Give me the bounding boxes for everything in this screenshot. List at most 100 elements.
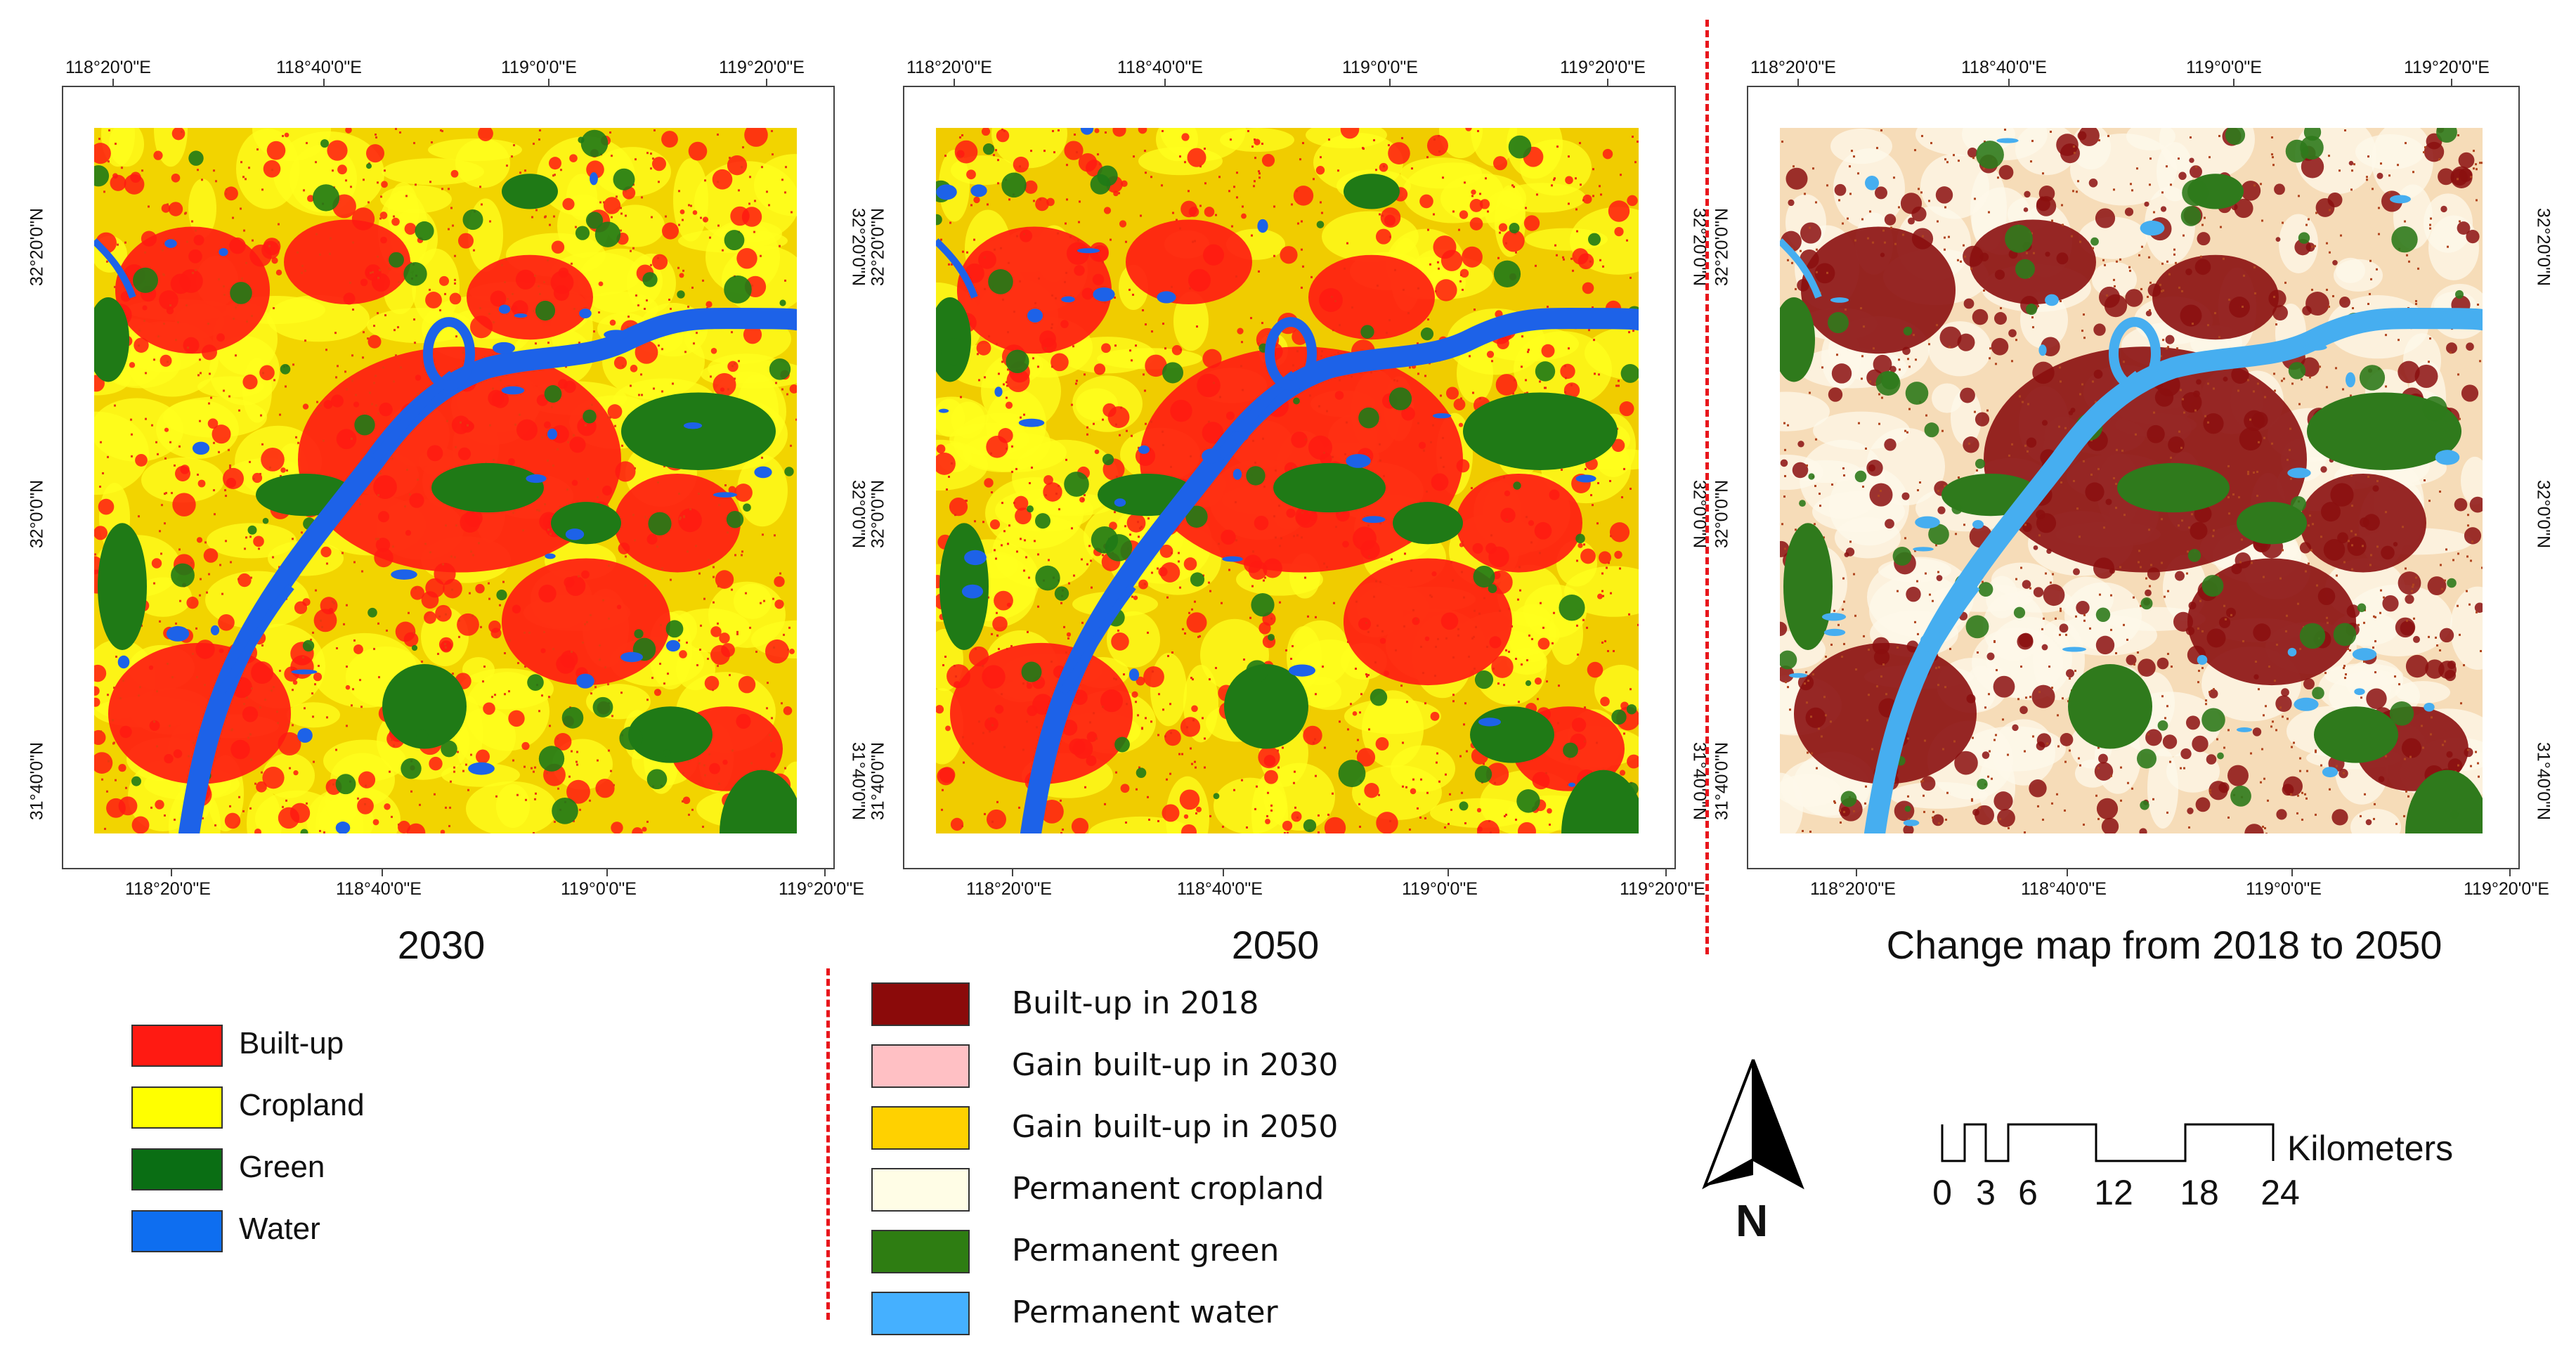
coord-left-2050-1: 32°0'0"N <box>868 479 888 549</box>
map-image-2030 <box>94 128 797 833</box>
tick-top-2030-3 <box>766 79 767 86</box>
tick-bottom-2030-0 <box>171 869 172 876</box>
map-caption-2050: 2050 <box>1231 923 1320 967</box>
tick-top-change-2018-2050-2 <box>2233 79 2235 86</box>
north-arrow: N <box>1700 1054 1806 1251</box>
coord-right-change-2018-2050-1: 32°0'0"N <box>2533 479 2554 549</box>
coord-right-change-2018-2050-2: 31°40'0"N <box>2533 741 2554 821</box>
coord-bottom-change-2018-2050-2: 119°0'0"E <box>2246 879 2322 899</box>
legend-swatch-built-up-2018 <box>871 982 970 1026</box>
tick-top-2050-2 <box>1389 79 1391 86</box>
separator-legend <box>826 968 830 1320</box>
tick-top-2030-0 <box>112 79 114 86</box>
tick-top-2050-1 <box>1164 79 1166 86</box>
coord-top-2050-1: 118°40'0"E <box>1117 58 1203 77</box>
coord-left-2030-0: 32°20'0"N <box>27 207 47 287</box>
legend-swatch-water <box>131 1210 223 1252</box>
coord-bottom-2050-2: 119°0'0"E <box>1402 879 1478 899</box>
legend-swatch-built-up <box>131 1025 223 1067</box>
scale-unit-label: Kilometers <box>2287 1129 2454 1168</box>
scale-tick-0: 0 <box>1932 1173 1952 1212</box>
coord-top-change-2018-2050-2: 119°0'0"E <box>2186 58 2262 77</box>
tick-bottom-2050-0 <box>1012 869 1013 876</box>
legend-swatch-permanent-green <box>871 1230 970 1273</box>
map-caption-2030: 2030 <box>397 923 486 967</box>
tick-bottom-2030-2 <box>606 869 608 876</box>
scale-tick-6: 6 <box>2018 1173 2038 1212</box>
map-image-change-2018-2050 <box>1780 128 2483 833</box>
scale-bar-graphic <box>1941 1123 2275 1162</box>
tick-top-2050-3 <box>1607 79 1608 86</box>
coord-top-change-2018-2050-1: 118°40'0"E <box>1961 58 2047 77</box>
coord-left-2030-2: 31°40'0"N <box>27 741 47 821</box>
legend-label-green: Green <box>239 1150 325 1184</box>
coord-bottom-2030-0: 118°20'0"E <box>125 879 211 899</box>
tick-bottom-2030-3 <box>824 869 826 876</box>
tick-top-2030-2 <box>548 79 549 86</box>
coord-right-2030-1: 32°0'0"N <box>848 479 869 549</box>
coord-top-change-2018-2050-0: 118°20'0"E <box>1750 58 1836 77</box>
coord-top-2030-2: 119°0'0"E <box>501 58 577 77</box>
coord-top-change-2018-2050-3: 119°20'0"E <box>2404 58 2490 77</box>
scale-tick-3: 3 <box>1976 1173 1996 1212</box>
tick-bottom-change-2018-2050-0 <box>1856 869 1857 876</box>
legend-label-built-up-2018: Built-up in 2018 <box>1012 985 1259 1021</box>
tick-top-2050-0 <box>954 79 955 86</box>
legend-swatch-permanent-cropland <box>871 1168 970 1212</box>
tick-top-change-2018-2050-1 <box>2008 79 2010 86</box>
map-caption-change-2018-2050: Change map from 2018 to 2050 <box>1886 923 2442 967</box>
scale-tick-24: 24 <box>2260 1173 2300 1212</box>
scale-bar: 0 3 6 12 18 24 Kilometers <box>1925 1117 2487 1237</box>
coord-right-2030-0: 32°20'0"N <box>848 207 869 287</box>
coord-left-2050-0: 32°20'0"N <box>868 207 888 287</box>
coord-top-2050-3: 119°20'0"E <box>1560 58 1646 77</box>
tick-bottom-2050-1 <box>1223 869 1224 876</box>
legend-label-permanent-green: Permanent green <box>1012 1233 1280 1268</box>
tick-top-change-2018-2050-3 <box>2451 79 2452 86</box>
coord-left-2030-1: 32°0'0"N <box>27 479 47 549</box>
coord-bottom-change-2018-2050-1: 118°40'0"E <box>2021 879 2107 899</box>
coord-bottom-change-2018-2050-3: 119°20'0"E <box>2464 879 2549 899</box>
north-arrow-label: N <box>1736 1195 1769 1246</box>
tick-bottom-2050-2 <box>1448 869 1449 876</box>
coord-left-change-2018-2050-0: 32°20'0"N <box>1712 207 1732 287</box>
coord-left-change-2018-2050-2: 31°40'0"N <box>1712 741 1732 821</box>
coord-bottom-change-2018-2050-0: 118°20'0"E <box>1810 879 1896 899</box>
coord-left-change-2018-2050-1: 32°0'0"N <box>1712 479 1732 549</box>
tick-bottom-change-2018-2050-3 <box>2509 869 2511 876</box>
legend-label-cropland: Cropland <box>239 1088 365 1122</box>
coord-top-2050-2: 119°0'0"E <box>1342 58 1418 77</box>
legend-label-water: Water <box>239 1212 320 1246</box>
legend-label-built-up: Built-up <box>239 1026 344 1060</box>
coord-left-2050-2: 31°40'0"N <box>868 741 888 821</box>
legend-label-gain-2050: Gain built-up in 2050 <box>1012 1109 1339 1145</box>
coord-right-2030-2: 31°40'0"N <box>848 741 869 821</box>
tick-bottom-2030-1 <box>382 869 383 876</box>
legend-swatch-gain-2030 <box>871 1044 970 1088</box>
coord-bottom-2030-1: 118°40'0"E <box>336 879 422 899</box>
coord-bottom-2050-1: 118°40'0"E <box>1177 879 1263 899</box>
legend-swatch-permanent-water <box>871 1292 970 1335</box>
legend-label-gain-2030: Gain built-up in 2030 <box>1012 1047 1339 1083</box>
map-image-2050 <box>936 128 1639 833</box>
legend-label-permanent-cropland: Permanent cropland <box>1012 1171 1325 1207</box>
coord-right-change-2018-2050-0: 32°20'0"N <box>2533 207 2554 287</box>
north-arrow-icon <box>1702 1059 1804 1190</box>
legend-swatch-gain-2050 <box>871 1106 970 1150</box>
coord-top-2030-1: 118°40'0"E <box>276 58 362 77</box>
coord-bottom-2030-2: 119°0'0"E <box>561 879 637 899</box>
tick-bottom-change-2018-2050-1 <box>2067 869 2068 876</box>
coord-bottom-2030-3: 119°20'0"E <box>779 879 864 899</box>
scale-tick-18: 18 <box>2180 1173 2219 1212</box>
tick-top-2030-1 <box>323 79 325 86</box>
legend-swatch-green <box>131 1148 223 1190</box>
coord-top-2030-3: 119°20'0"E <box>719 58 805 77</box>
separator-vertical <box>1705 20 1709 954</box>
coord-top-2030-0: 118°20'0"E <box>65 58 151 77</box>
scale-tick-12: 12 <box>2094 1173 2133 1212</box>
tick-top-change-2018-2050-0 <box>1797 79 1799 86</box>
legend-label-permanent-water: Permanent water <box>1012 1294 1278 1330</box>
tick-bottom-2050-3 <box>1665 869 1667 876</box>
coord-bottom-2050-3: 119°20'0"E <box>1620 879 1705 899</box>
legend-swatch-cropland <box>131 1086 223 1129</box>
